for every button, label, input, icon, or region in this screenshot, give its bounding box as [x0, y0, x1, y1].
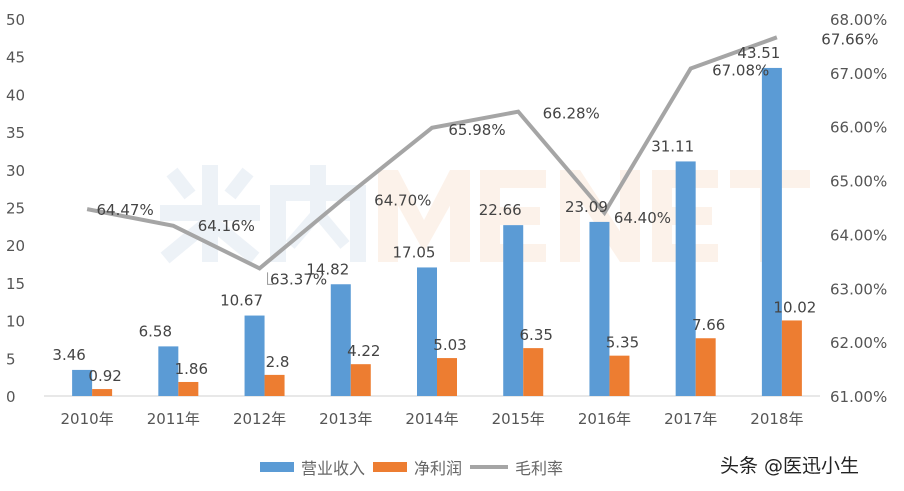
- legend-label-profit: 净利润: [414, 459, 462, 478]
- legend-swatch-revenue: [260, 462, 294, 472]
- x-tick-label: 2013年: [319, 410, 372, 428]
- label-profit: 5.35: [606, 334, 639, 352]
- label-gross-margin: 64.70%: [374, 192, 431, 210]
- bar-revenue: [503, 225, 524, 396]
- label-revenue: 10.67: [220, 292, 263, 310]
- bar-revenue: [761, 67, 782, 396]
- x-tick-label: 2017年: [664, 410, 717, 428]
- bar-profit: [350, 364, 371, 396]
- bar-profit: [523, 348, 544, 396]
- label-gross-margin: 63.37%: [270, 270, 327, 288]
- bar-profit: [781, 320, 802, 396]
- x-tick-label: 2016年: [578, 410, 631, 428]
- legend: 营业收入 净利润 毛利率: [260, 459, 563, 478]
- left-tick-label: 5: [6, 350, 16, 368]
- right-tick-label: 62.00%: [830, 334, 887, 352]
- bar-profit: [695, 338, 716, 396]
- x-tick-label: 2011年: [147, 410, 200, 428]
- label-revenue: 23.09: [565, 198, 608, 216]
- left-tick-label: 40: [6, 86, 25, 104]
- label-revenue: 3.46: [52, 346, 85, 364]
- label-gross-margin: 64.16%: [198, 217, 255, 235]
- label-profit: 5.03: [433, 336, 466, 354]
- label-gross-margin: 64.47%: [97, 201, 154, 219]
- x-tick-label: 2010年: [61, 410, 114, 428]
- label-profit: 0.92: [88, 367, 121, 385]
- label-revenue: 22.66: [479, 201, 522, 219]
- label-revenue: 43.51: [737, 44, 780, 62]
- label-profit: 7.66: [692, 316, 725, 334]
- legend-label-revenue: 营业收入: [301, 459, 365, 478]
- bar-profit: [178, 381, 199, 396]
- left-tick-label: 0: [6, 388, 16, 406]
- bar-revenue: [417, 267, 437, 396]
- right-tick-label: 61.00%: [830, 388, 887, 406]
- label-revenue: 17.05: [393, 243, 436, 261]
- legend-label-margin: 毛利率: [515, 459, 563, 478]
- bar-revenue: [244, 315, 265, 396]
- x-tick-label: 2015年: [492, 410, 545, 428]
- bar-profit: [437, 358, 457, 396]
- footer-credit: 头条 @医迅小生: [720, 455, 859, 477]
- right-tick-label: 66.00%: [830, 119, 887, 137]
- watermark-cn-shape: [160, 165, 366, 264]
- left-tick-label: 30: [6, 162, 25, 180]
- label-gross-margin: 65.98%: [448, 121, 505, 139]
- bar-revenue: [72, 369, 93, 396]
- leader-line: [267, 272, 274, 285]
- x-tick-label: 2012年: [233, 410, 286, 428]
- label-gross-margin: 66.28%: [543, 105, 600, 123]
- left-tick-label: 50: [6, 11, 25, 29]
- bar-profit: [264, 374, 285, 396]
- right-tick-label: 64.00%: [830, 226, 887, 244]
- label-revenue: 6.58: [139, 322, 172, 340]
- left-tick-label: 15: [6, 275, 25, 293]
- right-tick-label: 65.00%: [830, 173, 887, 191]
- label-profit: 1.86: [175, 360, 208, 378]
- label-profit: 6.35: [520, 326, 553, 344]
- x-tick-label: 2014年: [405, 410, 458, 428]
- x-tick-label: 2018年: [750, 410, 803, 428]
- label-revenue: 31.11: [651, 137, 694, 155]
- bar-revenue: [675, 161, 696, 396]
- left-tick-label: 35: [6, 124, 25, 142]
- label-profit: 4.22: [347, 342, 380, 360]
- right-tick-label: 68.00%: [830, 11, 887, 29]
- bar-revenue: [589, 221, 610, 396]
- label-gross-margin: 64.40%: [614, 209, 671, 227]
- right-tick-label: 67.00%: [830, 65, 887, 83]
- left-tick-label: 20: [6, 237, 25, 255]
- label-gross-margin: 67.66%: [821, 30, 878, 48]
- label-gross-margin: 67.08%: [712, 62, 769, 80]
- bar-revenue: [158, 346, 179, 396]
- right-tick-label: 63.00%: [830, 280, 887, 298]
- label-profit: 2.8: [266, 353, 290, 371]
- label-revenue: 14.82: [306, 260, 349, 278]
- label-profit: 10.02: [773, 298, 816, 316]
- bar-revenue: [330, 284, 351, 396]
- left-tick-label: 10: [6, 313, 25, 331]
- left-tick-label: 45: [6, 49, 25, 67]
- left-tick-label: 25: [6, 200, 25, 218]
- bar-profit: [609, 355, 630, 396]
- bar-profit: [92, 389, 113, 396]
- legend-swatch-profit: [373, 462, 407, 472]
